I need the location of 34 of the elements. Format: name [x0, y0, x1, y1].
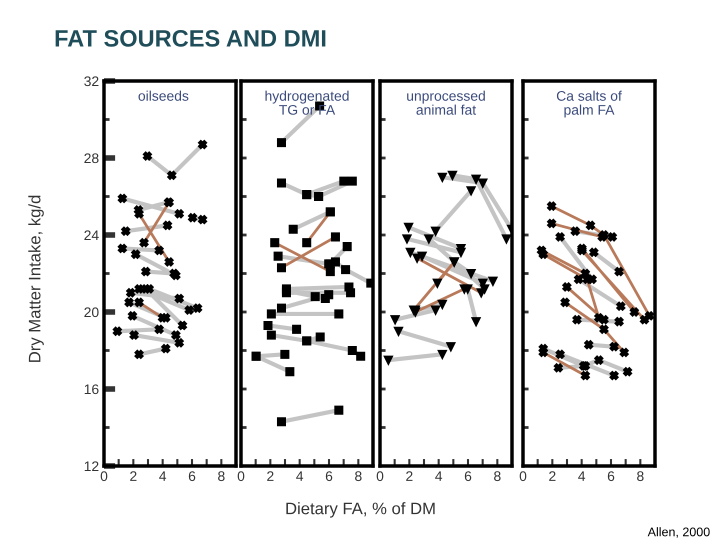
y-tick-label: 16 [84, 384, 99, 394]
x-tick-label: 0 [376, 471, 384, 482]
x-tick-label: 2 [130, 471, 136, 481]
x-tick-label: 6 [188, 471, 196, 482]
annotation: Ca salts of palm FA [556, 90, 622, 118]
chart-title: FAT SOURCES AND DMI [56, 30, 326, 47]
y-tick-label: 12 [84, 461, 98, 472]
y-tick-label: 32 [84, 76, 98, 86]
x-tick-label: 8 [494, 471, 501, 482]
x-tick-label: 2 [267, 471, 274, 481]
y-tick-label: 24 [84, 230, 99, 240]
x-tick-label: 0 [100, 471, 108, 482]
x-tick-label: 8 [355, 471, 362, 482]
annotation: hydrogenated TG or FA [265, 90, 349, 115]
x-tick-label: 4 [159, 471, 166, 481]
x-tick-label: 0 [520, 471, 526, 482]
text: Allen, 2000 [648, 527, 710, 538]
x-tick-label: 4 [578, 471, 586, 481]
x-tick-label: 2 [406, 471, 412, 481]
annotation: unprocessed animal fat [407, 90, 485, 115]
x-tick-label: 2 [549, 471, 556, 481]
x-tick-label: 6 [608, 471, 614, 482]
x-axis-title: Dietary FA, % of DM [286, 502, 435, 518]
x-tick-label: 0 [238, 471, 244, 482]
y-tick-label: 28 [84, 153, 99, 164]
x-tick-label: 4 [296, 471, 304, 481]
x-tick-label: 6 [326, 471, 332, 482]
y-axis-title: Dry Matter Intake, kg/d [28, 196, 44, 362]
x-tick-label: 8 [637, 471, 644, 482]
annotation: oilseeds [138, 90, 188, 101]
x-tick-label: 4 [435, 471, 442, 481]
x-tick-label: 8 [218, 471, 225, 482]
x-tick-label: 6 [464, 471, 472, 482]
y-tick-label: 20 [84, 307, 99, 318]
